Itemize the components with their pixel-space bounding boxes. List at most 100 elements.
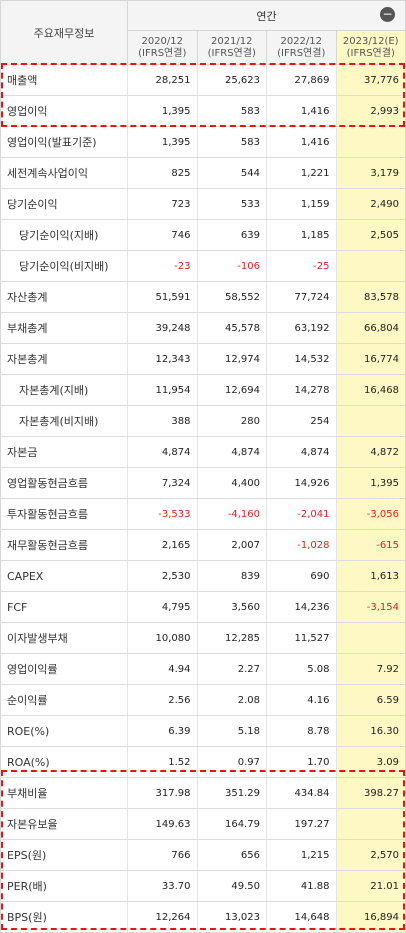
table-row: CAPEX 2,530 839 690 1,613 [0, 560, 406, 592]
year-basis: (IFRS연결) [138, 47, 187, 59]
row-label: 자산총계 [0, 281, 128, 313]
table-row: 영업이익 1,395 583 1,416 2,993 [0, 95, 406, 127]
value-cell: 317.98 [127, 777, 197, 809]
row-label: 재무활동현금흐름 [0, 529, 128, 561]
value-cell: -3,154 [335, 591, 406, 623]
row-label: 영업활동현금흐름 [0, 467, 128, 499]
value-cell: 388 [127, 405, 197, 437]
row-label: 자본총계(지배) [0, 374, 128, 406]
value-cell [335, 808, 406, 840]
row-label: ROE(%) [0, 715, 128, 747]
row-label: 세전계속사업이익 [0, 157, 128, 189]
year-label: 2020/12 [141, 35, 184, 47]
value-cell: 149.63 [127, 808, 197, 840]
year-header-row: 2020/12 (IFRS연결) 2021/12 (IFRS연결) 2022/12 (IF… [1, 30, 406, 65]
value-cell: 6.39 [127, 715, 197, 747]
row-label: FCF [0, 591, 128, 623]
value-cell: 254 [266, 405, 336, 437]
row-label: 자본총계(비지배) [0, 405, 128, 437]
value-cell: 1.70 [266, 746, 336, 778]
table-row: 당기순이익(지배) 746 639 1,185 2,505 [0, 219, 406, 251]
table-row: 자본금 4,874 4,874 4,874 4,872 [0, 436, 406, 468]
table-row: 매출액 28,251 25,623 27,869 37,776 [0, 64, 406, 96]
value-cell: 16.30 [335, 715, 406, 747]
value-cell: 351.29 [196, 777, 267, 809]
table-row: 재무활동현금흐름 2,165 2,007 -1,028 -615 [0, 529, 406, 561]
row-label: 자본유보율 [0, 808, 128, 840]
value-cell: -615 [335, 529, 406, 561]
table-row: FCF 4,795 3,560 14,236 -3,154 [0, 591, 406, 623]
year-basis: (IFRS연결) [207, 47, 256, 59]
table-row: 당기순이익(비지배) -23 -106 -25 [0, 250, 406, 282]
value-cell: 3,560 [196, 591, 267, 623]
value-cell: 1,395 [335, 467, 406, 499]
value-cell: -4,160 [196, 498, 267, 530]
year-header-2: 2022/12 (IFRS연결) [266, 30, 337, 65]
value-cell: 51,591 [127, 281, 197, 313]
value-cell: 2,993 [335, 95, 406, 127]
value-cell: 14,278 [266, 374, 336, 406]
table-row: BPS(원) 12,264 13,023 14,648 16,894 [0, 901, 406, 933]
value-cell: 21.01 [335, 870, 406, 902]
value-cell: 197.27 [266, 808, 336, 840]
value-cell [335, 405, 406, 437]
row-label: 매출액 [0, 64, 128, 96]
table-row: 영업이익(발표기준) 1,395 583 1,416 [0, 126, 406, 158]
value-cell: 1,159 [266, 188, 336, 220]
row-label: PER(배) [0, 870, 128, 902]
table-row: PER(배) 33.70 49.50 41.88 21.01 [0, 870, 406, 902]
value-cell [335, 126, 406, 158]
value-cell: 825 [127, 157, 197, 189]
value-cell: -106 [196, 250, 267, 282]
table-title: 주요재무정보 [0, 0, 128, 65]
table-row: 이자발생부채 10,080 12,285 11,527 [0, 622, 406, 654]
row-label: 투자활동현금흐름 [0, 498, 128, 530]
value-cell: 656 [196, 839, 267, 871]
value-cell: 723 [127, 188, 197, 220]
value-cell: 33.70 [127, 870, 197, 902]
value-cell: 14,648 [266, 901, 336, 933]
value-cell: 37,776 [335, 64, 406, 96]
value-cell: 66,804 [335, 312, 406, 344]
value-cell: 6.59 [335, 684, 406, 716]
value-cell: 14,532 [266, 343, 336, 375]
value-cell: 7.92 [335, 653, 406, 685]
value-cell: 4,872 [335, 436, 406, 468]
value-cell: 1,215 [266, 839, 336, 871]
value-cell: 10,080 [127, 622, 197, 654]
value-cell: 16,894 [335, 901, 406, 933]
value-cell: 4,874 [196, 436, 267, 468]
row-label: BPS(원) [0, 901, 128, 933]
value-cell [335, 250, 406, 282]
value-cell: 39,248 [127, 312, 197, 344]
value-cell: 1,613 [335, 560, 406, 592]
value-cell: 8.78 [266, 715, 336, 747]
value-cell: 4,874 [127, 436, 197, 468]
row-label: ROA(%) [0, 746, 128, 778]
row-label: 당기순이익 [0, 188, 128, 220]
year-label: 2023/12(E) [342, 35, 399, 47]
value-cell: 398.27 [335, 777, 406, 809]
table-row: 세전계속사업이익 825 544 1,221 3,179 [0, 157, 406, 189]
value-cell: 77,724 [266, 281, 336, 313]
row-label: 자본총계 [0, 343, 128, 375]
value-cell: 83,578 [335, 281, 406, 313]
value-cell: 5.18 [196, 715, 267, 747]
table-row: ROE(%) 6.39 5.18 8.78 16.30 [0, 715, 406, 747]
value-cell: 11,954 [127, 374, 197, 406]
year-header-1: 2021/12 (IFRS연결) [196, 30, 267, 65]
table-row: EPS(원) 766 656 1,215 2,570 [0, 839, 406, 871]
annual-group-label: 연간 [256, 9, 277, 23]
value-cell: 533 [196, 188, 267, 220]
value-cell: 14,236 [266, 591, 336, 623]
value-cell: -3,533 [127, 498, 197, 530]
value-cell: -25 [266, 250, 336, 282]
value-cell: 25,623 [196, 64, 267, 96]
value-cell: 434.84 [266, 777, 336, 809]
row-label: 영업이익(발표기준) [0, 126, 128, 158]
collapse-minus-icon[interactable]: − [380, 7, 395, 22]
year-header-3: 2023/12(E) (IFRS연결) [335, 30, 406, 65]
table-row: 자본유보율 149.63 164.79 197.27 [0, 808, 406, 840]
table-row: 자산총계 51,591 58,552 77,724 83,578 [0, 281, 406, 313]
